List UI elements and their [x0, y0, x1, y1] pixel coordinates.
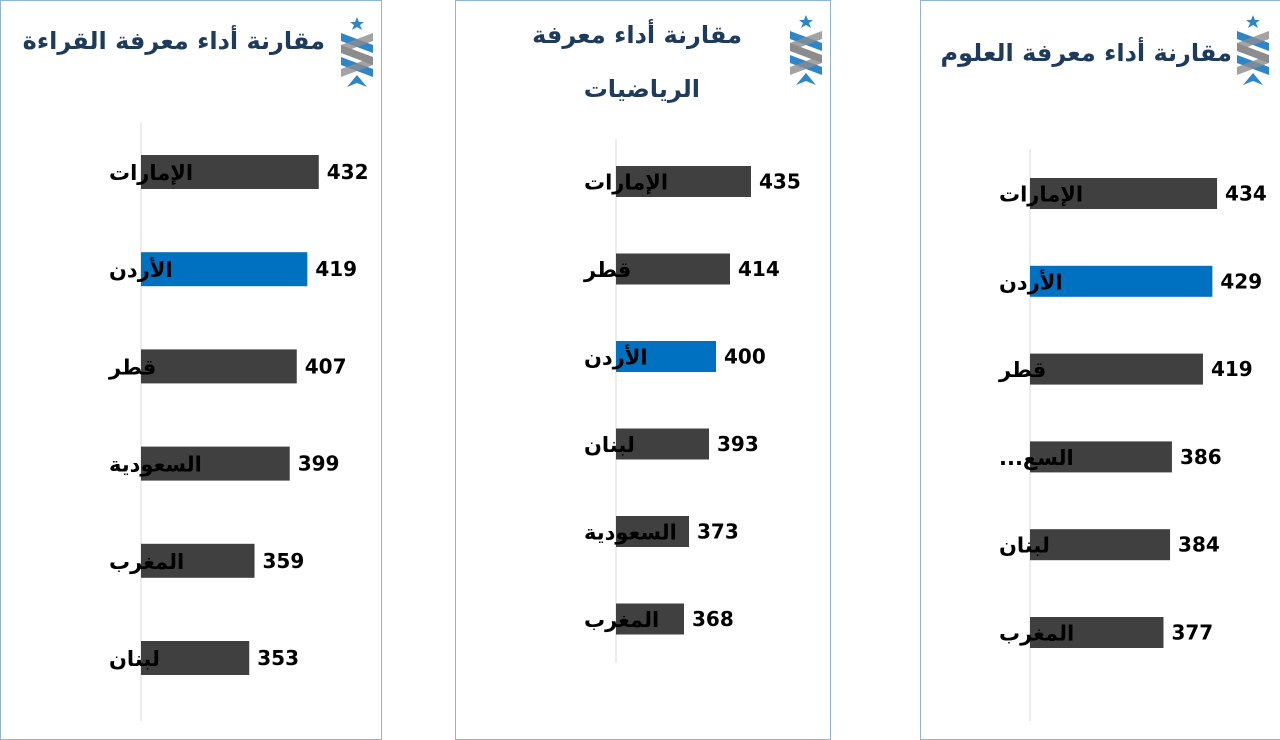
- category-label-5: المغرب: [999, 622, 1074, 646]
- bar-5: [616, 603, 684, 635]
- category-label-3: السع...: [999, 446, 1074, 470]
- data-label-4: 373: [697, 520, 739, 544]
- bar-1: [141, 252, 308, 287]
- math-chart-title-line1: مقارنة أداء معرفة: [532, 21, 742, 49]
- category-label-4: المغرب: [109, 550, 184, 574]
- data-label-0: 435: [759, 170, 801, 194]
- data-label-5: 368: [692, 607, 734, 631]
- category-label-1: الأردن: [109, 256, 173, 282]
- data-label-2: 400: [724, 345, 766, 369]
- bar-3: [141, 446, 290, 481]
- bar-2: [1030, 353, 1203, 385]
- science-chart-title: مقارنة أداء معرفة العلوم: [940, 39, 1232, 67]
- data-label-3: 393: [717, 432, 759, 456]
- reading-bar-chart: 432 الإمارات 419 الأردن 407 قطر 399 السعودية 359…: [108, 123, 369, 721]
- data-label-1: 429: [1220, 269, 1262, 293]
- category-label-0: الإمارات: [999, 183, 1083, 207]
- category-label-3: لبنان: [584, 433, 635, 457]
- category-label-1: الأردن: [999, 268, 1063, 294]
- data-label-3: 399: [298, 452, 340, 476]
- data-label-2: 407: [305, 354, 347, 378]
- category-label-0: الإمارات: [584, 171, 668, 195]
- category-label-0: الإمارات: [109, 161, 193, 185]
- data-label-3: 386: [1180, 445, 1222, 469]
- bar-0: [616, 166, 751, 197]
- data-label-5: 377: [1171, 621, 1213, 645]
- bar-2: [616, 341, 716, 372]
- category-label-2: قطر: [998, 358, 1046, 382]
- category-label-5: لبنان: [109, 647, 160, 671]
- category-label-1: قطر: [583, 258, 631, 282]
- bar-3: [616, 428, 709, 460]
- bar-4: [616, 516, 689, 547]
- bar-4: [141, 543, 255, 578]
- reading-chart-panel: مقارنة أداء معرفة القراءة 432 الإمارات 419…: [0, 0, 382, 740]
- math-chart-panel: مقارنة أداء معرفة الرياضيات 435 الإمارات 4…: [455, 0, 831, 740]
- data-label-4: 384: [1178, 533, 1220, 557]
- data-label-0: 434: [1225, 182, 1267, 206]
- data-label-1: 414: [738, 257, 780, 281]
- bar-1: [616, 253, 730, 285]
- category-label-2: الأردن: [584, 344, 648, 370]
- bar-4: [1030, 529, 1171, 561]
- logo-icon: [1233, 13, 1273, 91]
- science-chart-panel: مقارنة أداء معرفة العلوم 434 الإمارات 429 ا…: [920, 0, 1280, 740]
- data-label-4: 359: [263, 549, 305, 573]
- bar-2: [141, 349, 297, 384]
- math-bar-chart: 435 الإمارات 414 قطر 400 الأردن 393 لبنان 373 الس…: [583, 139, 801, 663]
- bar-0: [141, 155, 319, 189]
- category-label-4: لبنان: [999, 534, 1050, 558]
- category-label-5: المغرب: [584, 608, 659, 632]
- math-chart-title-line2: الرياضيات: [583, 75, 700, 103]
- bar-3: [1030, 441, 1172, 473]
- bar-5: [141, 641, 250, 675]
- bar-0: [1030, 178, 1218, 209]
- science-bar-chart: 434 الإمارات 429 الأردن 419 قطر 386 السع... 384 ل…: [998, 149, 1267, 721]
- logo-icon: [337, 15, 377, 93]
- data-label-2: 419: [1211, 357, 1253, 381]
- data-label-5: 353: [257, 646, 299, 670]
- bar-1: [1030, 265, 1213, 297]
- category-label-3: السعودية: [109, 453, 202, 477]
- category-label-2: قطر: [108, 355, 156, 379]
- logo-icon: [786, 13, 826, 91]
- data-label-0: 432: [327, 160, 369, 184]
- data-label-1: 419: [315, 257, 357, 281]
- bar-5: [1030, 617, 1164, 648]
- category-label-4: السعودية: [584, 521, 677, 545]
- reading-chart-title: مقارنة أداء معرفة القراءة: [22, 27, 325, 55]
